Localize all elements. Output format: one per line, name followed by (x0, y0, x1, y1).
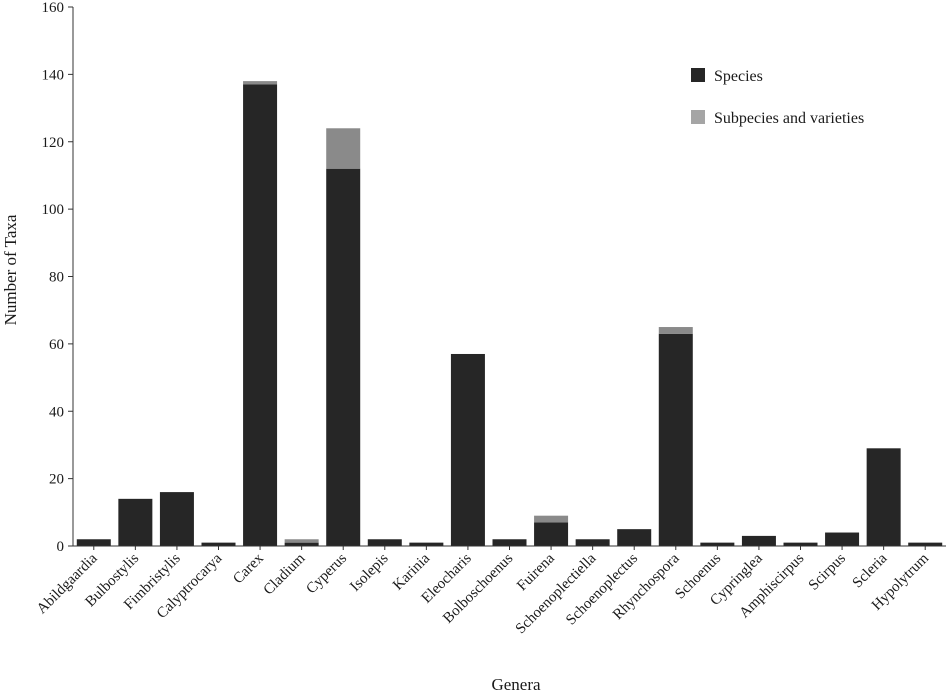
axes-group (72, 7, 946, 547)
bar-subspecies-cladium (284, 539, 319, 543)
x-axis-title: Genera (491, 675, 541, 693)
x-tick-labels-group: AbildgaardiaBulbostylisFimbristylisCalyp… (34, 546, 932, 637)
bar-species-cladium (284, 542, 319, 546)
x-tick-label-isolepis: Isolepis (347, 550, 391, 594)
y-tick-label: 120 (42, 135, 65, 151)
bar-species-fimbristylis (159, 492, 194, 546)
bar-species-schoenoplectus (617, 529, 652, 546)
bar-subspecies-rhynchospora (658, 327, 693, 334)
y-tick-label: 20 (49, 472, 64, 488)
legend-swatch-species (691, 68, 705, 82)
bar-species-bulbostylis (118, 498, 153, 546)
bar-species-eleocharis (450, 353, 485, 546)
x-tick-label-schoenoplectus: Schoenoplectus (563, 550, 641, 628)
x-tick-label-carex: Carex (230, 550, 267, 587)
x-tick-label-scirpus: Scirpus (806, 550, 849, 593)
bar-species-rhynchospora (658, 333, 693, 546)
bars-group (76, 81, 943, 546)
bar-species-schoenus (700, 542, 735, 546)
legend-swatch-subspecies (691, 110, 705, 124)
bar-species-carex (243, 84, 278, 546)
y-axis-title: Number of Taxa (1, 214, 20, 325)
bar-species-bolboschoenus (492, 539, 527, 546)
bar-species-scirpus (825, 532, 860, 546)
bar-species-calyptrocarya (201, 542, 236, 546)
bar-species-schoenoplectiella (575, 539, 610, 546)
y-tick-label: 40 (49, 404, 64, 420)
y-tick-label: 100 (42, 202, 65, 218)
legend-label-species: Species (714, 68, 763, 85)
y-tick-label: 0 (57, 539, 65, 555)
bar-species-scleria (866, 448, 901, 546)
x-tick-label-cladium: Cladium (261, 550, 309, 598)
x-tick-label-cyperus: Cyperus (303, 550, 350, 597)
bar-species-isolepis (367, 539, 402, 546)
y-ticks-group: 0 20 40 60 80 100 120 140 160 (42, 0, 73, 555)
bar-species-karinia (409, 542, 444, 546)
legend: Species Subpecies and varieties (691, 68, 864, 127)
y-tick-label: 140 (42, 67, 65, 83)
bar-species-cypringlea (741, 535, 776, 546)
y-tick-label: 160 (42, 0, 65, 16)
x-tick-label-scleria: Scleria (850, 550, 891, 591)
bar-subspecies-carex (243, 81, 278, 85)
bar-species-hypolytrum (908, 542, 943, 546)
bar-species-abildgaardia (76, 539, 111, 546)
bar-species-fuirena (534, 522, 569, 546)
legend-label-subspecies: Subpecies and varieties (714, 110, 864, 127)
y-tick-label: 80 (49, 270, 64, 286)
bar-subspecies-cyperus (326, 128, 361, 169)
bar-subspecies-fuirena (534, 515, 569, 523)
bar-species-cyperus (326, 168, 361, 546)
bar-species-amphiscirpus (783, 542, 818, 546)
y-tick-label: 60 (49, 337, 64, 353)
